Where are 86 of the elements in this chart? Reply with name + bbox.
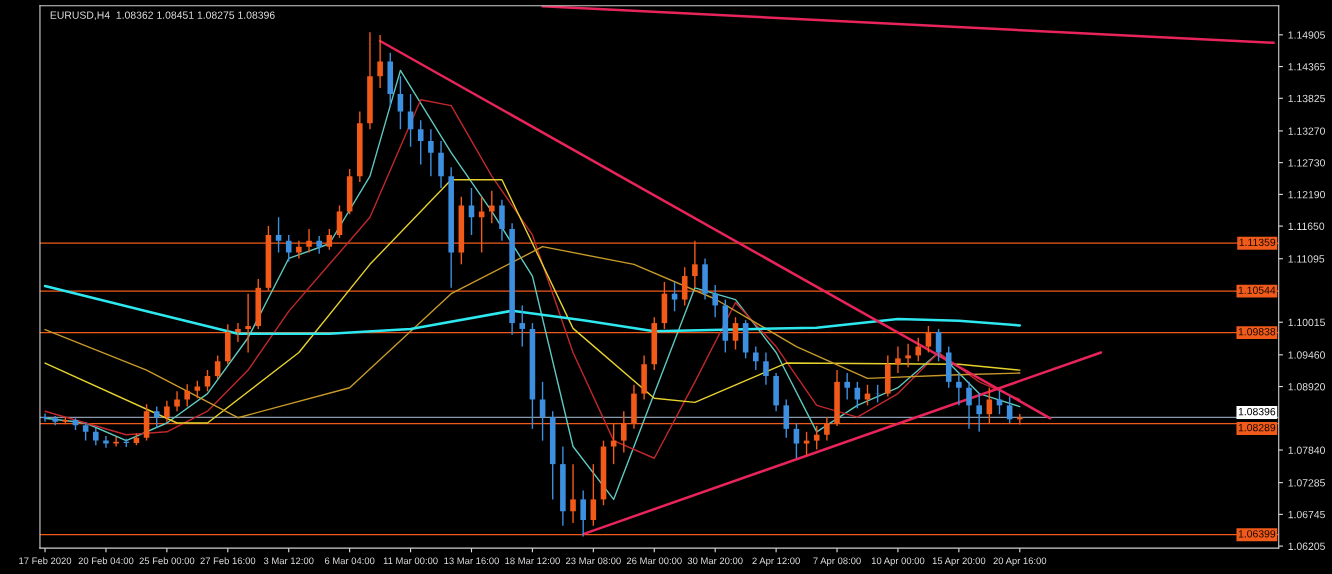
candlestick	[966, 381, 972, 430]
x-tick-label: 3 Mar 12:00	[263, 557, 314, 565]
x-tick-label: 18 Mar 12:00	[505, 557, 560, 565]
candlestick	[1006, 395, 1013, 424]
ref-line-label: 1.08289	[1238, 423, 1276, 432]
candlestick	[580, 489, 586, 538]
candlestick	[438, 140, 444, 189]
candlestick	[712, 284, 718, 318]
y-tick-label: 1.08920	[1288, 383, 1325, 391]
y-tick-label: 1.11095	[1288, 255, 1325, 263]
candlestick	[763, 351, 769, 386]
candlestick	[245, 293, 251, 354]
line-series	[44, 245, 1021, 419]
candlestick	[428, 128, 434, 177]
candlestick	[316, 235, 322, 255]
candlestick	[174, 390, 180, 412]
candlestick	[519, 304, 526, 348]
x-tick-label: 13 Mar 16:00	[444, 557, 499, 565]
candlestick	[793, 422, 800, 459]
candlestick	[214, 354, 221, 380]
ref-line-label: 1.08396	[1238, 407, 1276, 416]
x-tick-label: 2 Apr 12:00	[752, 557, 800, 566]
x-tick-label: 10 Apr 00:00	[871, 557, 925, 566]
y-tick-label: 1.07840	[1288, 446, 1325, 454]
candlestick	[275, 216, 282, 254]
candlestick	[803, 431, 810, 457]
candlestick	[204, 369, 211, 392]
x-tick-label: 23 Mar 08:00	[565, 557, 621, 565]
candlestick	[844, 372, 850, 401]
candlestick	[397, 75, 404, 130]
candlestick	[753, 345, 759, 371]
candlestick	[336, 204, 343, 239]
y-tick-label: 1.10015	[1288, 318, 1325, 327]
candlestick	[996, 389, 1003, 415]
candlestick	[417, 119, 424, 166]
line-series	[44, 178, 1021, 424]
candlestick	[489, 190, 495, 224]
y-tick-label: 1.13825	[1288, 94, 1325, 103]
x-tick-label: 15 Apr 20:00	[932, 557, 986, 566]
candlestick	[671, 281, 678, 313]
x-tick-label: 30 Mar 20:00	[687, 557, 743, 565]
y-tick-label: 1.09460	[1288, 351, 1325, 359]
y-tick-label: 1.12730	[1288, 159, 1325, 167]
candlestick	[184, 383, 190, 408]
candlestick	[113, 436, 119, 448]
y-tick-label: 1.11650	[1288, 222, 1325, 230]
candlestick	[570, 463, 576, 524]
candlestick	[377, 34, 383, 89]
x-tick-label: 20 Apr 16:00	[993, 557, 1047, 566]
x-tick-label: 27 Feb 16:00	[200, 557, 256, 565]
line-series	[44, 69, 1021, 501]
x-tick-label: 25 Feb 00:00	[139, 557, 195, 565]
candlestick	[976, 392, 982, 433]
ref-line-label: 1.06399	[1238, 530, 1276, 538]
candlestick	[905, 342, 911, 368]
candlestick	[285, 234, 292, 263]
ref-line-label: 1.09838	[1238, 328, 1276, 336]
x-tick-label: 6 Mar 04:00	[324, 557, 375, 565]
candlestick	[783, 398, 790, 439]
line-series	[44, 99, 1021, 459]
y-tick-label: 1.06205	[1288, 542, 1325, 550]
candlestick	[590, 463, 597, 527]
candlestick	[153, 405, 160, 429]
ref-line-label: 1.11359	[1239, 238, 1276, 247]
candlestick	[499, 198, 505, 242]
candlestick	[103, 435, 109, 449]
candlestick	[813, 425, 820, 451]
ref-line-label: 1.10544	[1238, 286, 1276, 294]
y-tick-label: 1.07285	[1288, 479, 1325, 487]
y-tick-label: 1.14365	[1288, 63, 1325, 71]
x-tick-label: 26 Mar 00:00	[626, 557, 682, 565]
x-tick-label: 7 Apr 08:00	[813, 557, 861, 566]
line-series	[43, 284, 1022, 335]
y-tick-label: 1.06745	[1288, 510, 1325, 519]
candlestick	[539, 381, 546, 442]
y-tick-label: 1.14905	[1288, 31, 1325, 39]
x-tick-label: 17 Feb 2020	[19, 557, 72, 565]
chart-title: EURUSD,H4 1.08362 1.08451 1.08275 1.08396	[50, 11, 275, 21]
x-tick-label: 11 Mar 00:00	[383, 557, 438, 565]
x-tick-label: 20 Feb 04:00	[78, 557, 134, 565]
candlestick	[235, 322, 241, 343]
candlestick	[895, 345, 901, 374]
candlestick	[915, 337, 922, 362]
y-tick-label: 1.13270	[1288, 127, 1325, 135]
candlestick	[956, 372, 962, 407]
y-tick-label: 1.12190	[1288, 190, 1325, 199]
